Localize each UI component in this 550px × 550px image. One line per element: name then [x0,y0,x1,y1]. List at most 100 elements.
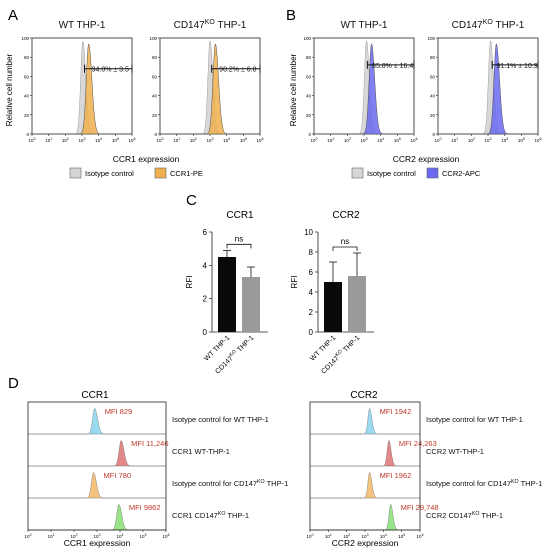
x-tick-label: 106 [411,137,418,143]
isotype-histogram [160,39,260,135]
x-tick-label: 105 [394,137,401,143]
x-tick-label: 105 [518,137,525,143]
y-tick-label: 40 [24,94,30,99]
y-tick-label: 20 [306,113,312,118]
y-tick-label: 100 [21,36,29,41]
y-tick-label: 40 [430,94,436,99]
panel-label-c: C [186,192,197,209]
x-tick-label: 101 [45,137,52,143]
isotype-histogram [438,39,538,135]
x-tick-label: 102 [468,137,475,143]
x-tick-label: 105 [140,533,147,539]
category-label: CD147KO THP-1 [319,333,362,376]
row-label: Isotype control for CD147KO THP-1 [172,479,288,488]
y-tick-label: 0 [309,328,314,337]
y-tick-label: 20 [152,113,158,118]
x-tick-label: 106 [163,533,170,539]
significance-label: ns [341,237,349,246]
isotype-histogram [32,40,132,135]
histogram-peak [310,408,420,435]
y-tick-label: 0 [308,132,311,137]
y-axis-label: RFI [185,276,194,289]
x-axis-label: CCR2 expression [332,538,399,548]
x-tick-label: 102 [344,137,351,143]
y-tick-label: 20 [430,113,436,118]
x-tick-label: 103 [361,137,368,143]
x-tick-label: 102 [71,533,78,539]
bar [218,257,236,332]
mfi-label: MFI 829 [105,407,133,416]
stained-histogram [32,43,132,135]
y-tick-label: 80 [430,55,436,60]
subplot-title: CD147KO THP-1 [452,19,525,31]
x-tick-label: 101 [48,533,55,539]
x-tick-label: 103 [362,533,369,539]
subplot-title: WT THP-1 [341,20,388,31]
y-tick-label: 6 [309,268,314,277]
x-tick-label: 101 [327,137,334,143]
mfi-label: MFI 1962 [380,471,412,480]
y-tick-label: 40 [306,94,312,99]
x-tick-label: 104 [95,137,102,143]
y-tick-label: 6 [203,228,208,237]
x-tick-label: 104 [377,137,384,143]
y-tick-label: 0 [203,328,208,337]
subplot-title: CCR1 [81,390,109,401]
mfi-label: MFI 11,246 [131,439,168,448]
panel-d: CCR1 MFI 829 Isotype control for WT THP-1 M… [25,390,543,548]
stained-histogram [160,43,260,135]
subplot-title: CD147KO THP-1 [174,19,247,31]
x-tick-label: 100 [307,533,314,539]
histogram-peak [28,472,166,499]
bar [324,282,342,332]
y-tick-label: 4 [309,288,314,297]
significance-label: ns [235,234,243,243]
x-tick-label: 103 [79,137,86,143]
legend-swatch [426,167,439,179]
mfi-label: MFI 780 [104,471,132,480]
y-tick-label: 0 [432,132,435,137]
panel-label-d: D [8,375,19,392]
x-tick-label: 101 [451,137,458,143]
legend-label: CCR2-APC [442,169,481,178]
x-tick-label: 100 [157,137,164,143]
row-label: CCR2 WT-THP-1 [426,447,484,456]
stained-histogram [314,43,414,135]
subplot-title: CCR1 [226,210,254,221]
mfi-label: MFI 9862 [129,503,161,512]
x-tick-label: 105 [398,533,405,539]
histogram-peak [310,472,420,499]
y-tick-label: 0 [154,132,157,137]
x-tick-label: 104 [117,533,124,539]
mfi-label: MFI 1942 [380,407,412,416]
x-axis-label: CCR1 expression [113,154,180,164]
panel-a: Relative cell number WT THP-1 0 20 40 60 80 100… [5,19,264,179]
x-tick-label: 106 [257,137,264,143]
row-label: CCR1 WT-THP-1 [172,447,230,456]
row-label: Isotype control for CD147KO THP-1 [426,479,542,488]
y-axis-label: RFI [290,276,299,289]
significance-bracket [332,246,358,251]
panel-label-a: A [8,7,18,24]
stacked-histogram-subplot: CCR1 MFI 829 Isotype control for WT THP-1 M… [25,390,289,548]
y-tick-label: 8 [309,248,314,257]
gate-percentage-label: 94.0% ± 3.5 [92,67,129,74]
x-tick-label: 102 [62,137,69,143]
x-axis-label: CCR1 expression [64,538,131,548]
x-tick-label: 101 [325,533,332,539]
row-label: Isotype control for WT THP-1 [172,415,269,424]
y-tick-label: 80 [306,55,312,60]
y-tick-label: 0 [26,132,29,137]
y-tick-label: 60 [306,74,312,79]
x-axis-label: CCR2 expression [393,154,460,164]
x-tick-label: 106 [535,137,542,143]
x-tick-label: 101 [173,137,180,143]
x-tick-label: 103 [207,137,214,143]
legend-swatch [69,167,82,179]
histogram-subplot: WT THP-1 0 20 40 60 80 100 100 101 102 103 104 105 10… [21,20,135,143]
y-tick-label: 20 [24,113,30,118]
row-label: CCR2 CD147KO THP-1 [426,511,503,520]
